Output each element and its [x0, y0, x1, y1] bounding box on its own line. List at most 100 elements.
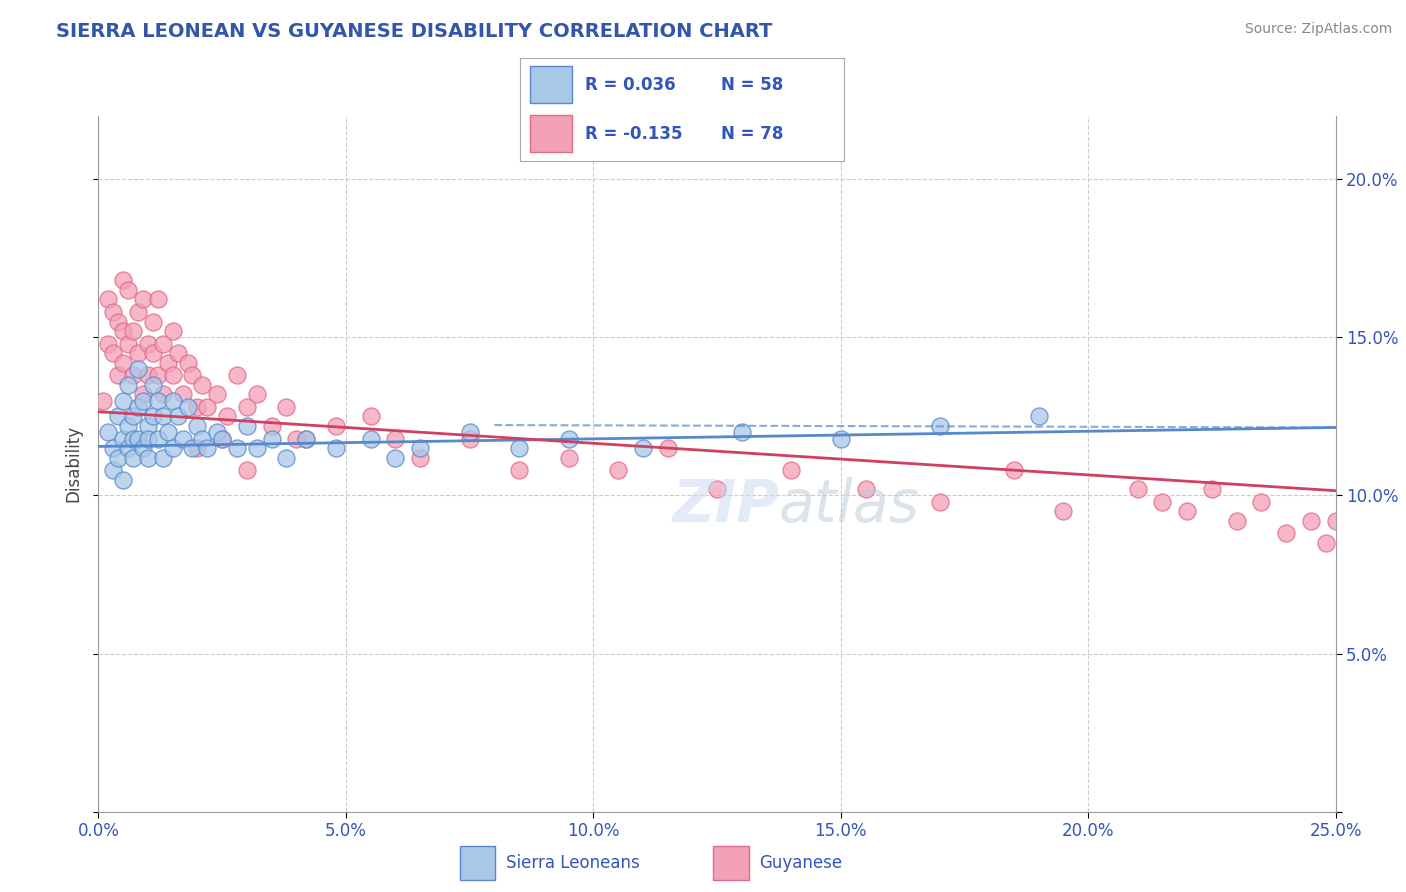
Point — [103, 441, 125, 455]
Point — [226, 368, 249, 383]
Point — [122, 432, 145, 446]
Point — [112, 324, 135, 338]
Point — [122, 409, 145, 424]
Text: N = 58: N = 58 — [721, 76, 783, 94]
Point — [132, 441, 155, 455]
Point — [127, 400, 149, 414]
Point — [107, 368, 129, 383]
Point — [93, 393, 115, 408]
Y-axis label: Disability: Disability — [65, 425, 83, 502]
Point — [205, 425, 228, 440]
Point — [172, 387, 194, 401]
Point — [195, 441, 218, 455]
Point — [508, 441, 530, 455]
Point — [136, 450, 159, 465]
Point — [631, 441, 654, 455]
Point — [1324, 514, 1347, 528]
Point — [1334, 526, 1357, 541]
Point — [127, 305, 149, 319]
Point — [97, 425, 120, 440]
Point — [205, 387, 228, 401]
Point — [122, 450, 145, 465]
Point — [360, 409, 382, 424]
Point — [112, 393, 135, 408]
Point — [136, 432, 159, 446]
Text: R = 0.036: R = 0.036 — [585, 76, 675, 94]
Text: Source: ZipAtlas.com: Source: ZipAtlas.com — [1244, 22, 1392, 37]
Point — [1226, 514, 1249, 528]
Point — [246, 441, 269, 455]
Point — [132, 387, 155, 401]
Point — [409, 441, 432, 455]
Point — [107, 314, 129, 328]
Point — [166, 346, 188, 360]
Point — [236, 418, 259, 433]
Point — [295, 432, 318, 446]
Point — [103, 305, 125, 319]
Point — [162, 393, 184, 408]
Point — [117, 283, 139, 297]
Bar — [530, 66, 572, 103]
Point — [325, 441, 347, 455]
Point — [103, 463, 125, 477]
Point — [186, 400, 208, 414]
Point — [830, 432, 852, 446]
Point — [236, 463, 259, 477]
Point — [260, 418, 283, 433]
Point — [132, 393, 155, 408]
Point — [176, 356, 198, 370]
Point — [162, 368, 184, 383]
Text: atlas: atlas — [779, 477, 920, 534]
Point — [122, 368, 145, 383]
Point — [360, 432, 382, 446]
Point — [855, 482, 877, 496]
Point — [1299, 514, 1322, 528]
Point — [508, 463, 530, 477]
Point — [325, 418, 347, 433]
Point — [1350, 536, 1372, 550]
Point — [1002, 463, 1025, 477]
Point — [211, 432, 233, 446]
Point — [97, 293, 120, 307]
Point — [146, 393, 169, 408]
Point — [127, 346, 149, 360]
Point — [186, 418, 208, 433]
Point — [142, 314, 165, 328]
Point — [191, 432, 214, 446]
Point — [142, 409, 165, 424]
Bar — [460, 846, 495, 880]
Point — [107, 450, 129, 465]
Text: ZIP: ZIP — [672, 477, 779, 534]
Point — [607, 463, 630, 477]
Text: Sierra Leoneans: Sierra Leoneans — [506, 854, 640, 872]
Point — [142, 346, 165, 360]
Point — [176, 400, 198, 414]
Bar — [530, 115, 572, 153]
Point — [162, 324, 184, 338]
Point — [458, 425, 481, 440]
Point — [152, 450, 174, 465]
Point — [127, 432, 149, 446]
Point — [1201, 482, 1223, 496]
Point — [146, 293, 169, 307]
Point — [1315, 536, 1337, 550]
Point — [152, 409, 174, 424]
Text: R = -0.135: R = -0.135 — [585, 125, 682, 143]
Point — [127, 362, 149, 376]
Point — [217, 409, 239, 424]
Point — [142, 377, 165, 392]
Point — [112, 273, 135, 287]
Point — [260, 432, 283, 446]
Point — [117, 377, 139, 392]
Point — [285, 432, 308, 446]
Point — [112, 432, 135, 446]
Point — [1028, 409, 1050, 424]
Point — [152, 336, 174, 351]
Bar — [713, 846, 748, 880]
Point — [1250, 495, 1272, 509]
Point — [211, 432, 233, 446]
Point — [706, 482, 728, 496]
Point — [1364, 545, 1386, 559]
Point — [112, 473, 135, 487]
Point — [166, 409, 188, 424]
